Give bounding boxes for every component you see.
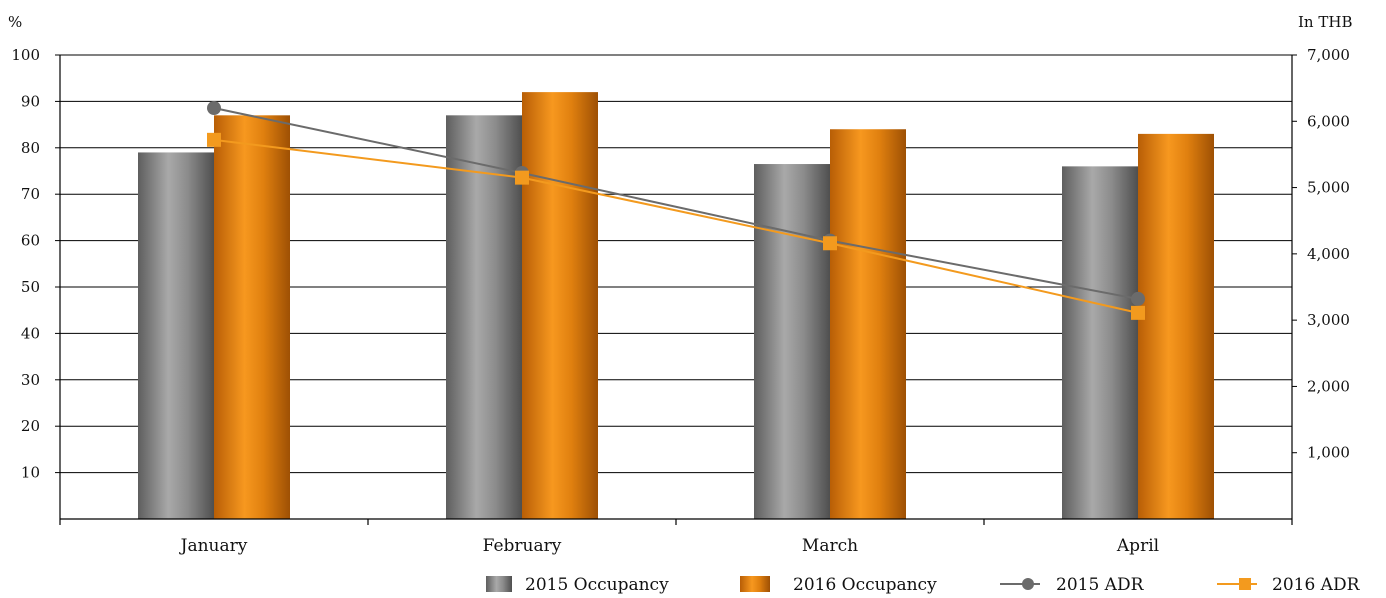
category-label-january: January: [179, 536, 248, 556]
right-tick-label-3000: 3,000: [1307, 311, 1350, 329]
legend-label-2016-adr: 2016 ADR: [1272, 575, 1361, 595]
point-2015-adr-january: [207, 101, 221, 116]
left-axis-unit: %: [8, 13, 22, 31]
legend: 2015 Occupancy 2016 Occupancy 2015 ADR 2016…: [486, 575, 1361, 595]
bar-2015-occupancy-april: [1062, 166, 1138, 520]
right-tick-label-5000: 5,000: [1307, 179, 1350, 197]
bar-2015-occupancy-january: [138, 152, 214, 519]
left-tick-label-100: 100: [11, 46, 40, 64]
legend-label-2015-occupancy: 2015 Occupancy: [525, 575, 669, 595]
bars: [138, 92, 1214, 520]
legend-label-2015-adr: 2015 ADR: [1056, 575, 1145, 595]
line-2016-adr: [213, 138, 1139, 314]
right-tick-label-6000: 6,000: [1307, 112, 1350, 130]
right-tick-label-4000: 4,000: [1307, 245, 1350, 263]
left-tick-label-40: 40: [21, 324, 40, 342]
left-tick-label-90: 90: [21, 92, 40, 110]
lines: [207, 101, 1145, 320]
bar-2015-occupancy-february: [446, 115, 522, 519]
legend-swatch-2016-occupancy: [740, 576, 770, 592]
category-label-february: February: [483, 536, 562, 556]
category-labels: January February March April: [179, 536, 1159, 556]
point-2016-adr-february: [515, 170, 529, 185]
bar-2016-occupancy-february: [522, 92, 598, 520]
left-tick-label-70: 70: [21, 185, 40, 203]
point-2016-adr-january: [207, 132, 221, 147]
right-tick-label-1000: 1,000: [1307, 444, 1350, 462]
bar-2016-occupancy-january: [214, 115, 290, 519]
category-label-april: April: [1116, 536, 1159, 556]
left-tick-label-10: 10: [21, 464, 40, 482]
right-tick-label-7000: 7,000: [1307, 46, 1350, 64]
left-tick-label-30: 30: [21, 371, 40, 389]
left-tick-label-50: 50: [21, 278, 40, 296]
legend-label-2016-occupancy: 2016 Occupancy: [793, 575, 937, 595]
bar-2015-occupancy-march: [754, 164, 830, 520]
left-tick-label-20: 20: [21, 417, 40, 435]
left-tick-label-80: 80: [21, 139, 40, 157]
bar-2016-occupancy-april: [1138, 133, 1214, 519]
line-2015-adr: [213, 107, 1139, 300]
point-2015-adr-april: [1131, 291, 1145, 306]
legend-marker-2016-adr: [1239, 578, 1251, 590]
right-tick-label-2000: 2,000: [1307, 377, 1350, 395]
bar-2016-occupancy-march: [830, 129, 906, 520]
point-2016-adr-april: [1131, 305, 1145, 320]
left-axis-ticks: 10 20 30 40 50 60 70 80 90 100: [11, 46, 60, 482]
right-axis-ticks: 1,000 2,000 3,000 4,000 5,000 6,000 7,000: [1292, 46, 1350, 462]
left-tick-label-60: 60: [21, 232, 40, 250]
category-label-march: March: [802, 536, 858, 556]
legend-marker-2015-adr: [1022, 578, 1034, 590]
right-axis-unit: In THB: [1298, 13, 1352, 31]
legend-swatch-2015-occupancy: [486, 576, 512, 592]
point-2016-adr-march: [823, 236, 837, 251]
